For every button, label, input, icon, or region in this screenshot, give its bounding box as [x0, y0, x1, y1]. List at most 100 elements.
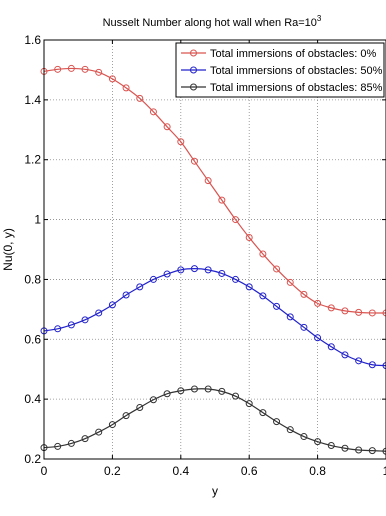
data-point	[204, 177, 212, 185]
data-point	[245, 234, 253, 242]
chart-title: Nusselt Number along hot wall when Ra=10…	[103, 14, 322, 29]
data-point	[95, 428, 103, 436]
x-axis-label: y	[212, 484, 218, 498]
data-point	[368, 361, 376, 369]
chart-title-main: Nusselt Number along hot wall when Ra=10	[103, 17, 317, 29]
data-point	[149, 108, 157, 116]
data-point	[149, 275, 157, 283]
data-point	[218, 269, 226, 277]
y-tick-label: 1	[34, 213, 41, 227]
data-point	[163, 123, 171, 131]
y-tick-label: 1.6	[24, 33, 41, 47]
data-point	[341, 307, 349, 315]
data-point	[314, 299, 322, 307]
data-point	[108, 75, 116, 83]
data-point	[368, 447, 376, 455]
y-tick-label: 0.4	[24, 392, 41, 406]
data-point	[259, 250, 267, 258]
data-point	[190, 265, 198, 273]
legend-item: Total immersions of obstacles: 0%	[181, 48, 377, 60]
ticks: 00.20.40.60.810.20.40.60.811.21.41.6	[24, 33, 386, 478]
grid	[44, 40, 386, 459]
x-tick-label: 0	[41, 464, 48, 478]
y-tick-label: 0.6	[24, 332, 41, 346]
data-point	[177, 266, 185, 274]
data-point	[341, 351, 349, 359]
data-point	[300, 323, 308, 331]
plot-frame	[43, 39, 386, 460]
data-point	[382, 447, 386, 455]
data-point	[81, 435, 89, 443]
legend-marker	[190, 66, 197, 74]
legend-marker	[190, 83, 197, 91]
series-layer	[40, 64, 386, 455]
x-tick-label: 1	[383, 464, 386, 478]
data-point	[286, 426, 294, 434]
data-point	[54, 65, 62, 73]
data-point	[327, 304, 335, 312]
data-point	[232, 392, 240, 400]
data-point	[122, 412, 130, 420]
data-point	[136, 404, 144, 412]
data-point	[204, 266, 212, 274]
x-tick-label: 0.2	[104, 464, 121, 478]
y-tick-label: 0.8	[24, 272, 41, 286]
legend-marker	[190, 49, 197, 57]
legend-label: Total immersions of obstacles: 0%	[210, 48, 377, 60]
data-point	[245, 283, 253, 291]
y-tick-label: 1.4	[24, 93, 41, 107]
y-tick-label: 1.2	[24, 153, 41, 167]
data-point	[218, 387, 226, 395]
data-point	[245, 400, 253, 408]
data-point	[122, 84, 130, 92]
x-tick-label: 0.4	[172, 464, 189, 478]
legend-item: Total immersions of obstacles: 85%	[181, 82, 383, 94]
data-point	[273, 302, 281, 310]
data-point	[218, 196, 226, 204]
data-point	[190, 385, 198, 393]
data-point	[273, 418, 281, 426]
data-point	[54, 325, 62, 333]
series-line	[43, 268, 386, 367]
data-point	[136, 94, 144, 102]
data-point	[232, 275, 240, 283]
data-point	[204, 385, 212, 393]
series-3	[40, 385, 386, 455]
data-point	[81, 65, 89, 73]
data-point	[286, 313, 294, 321]
legend-label: Total immersions of obstacles: 85%	[210, 82, 383, 94]
data-point	[327, 343, 335, 351]
data-point	[136, 283, 144, 291]
data-point	[259, 409, 267, 417]
x-tick-label: 0.6	[241, 464, 258, 478]
data-point	[67, 64, 75, 72]
data-point	[149, 396, 157, 404]
data-point	[108, 301, 116, 309]
data-point	[327, 442, 335, 450]
data-point	[355, 446, 363, 454]
series-line	[43, 67, 386, 314]
data-point	[95, 309, 103, 317]
legend: Total immersions of obstacles: 0% Total i…	[175, 42, 385, 98]
data-point	[273, 265, 281, 273]
legend-label: Total immersions of obstacles: 50%	[210, 65, 383, 77]
x-tick-label: 0.8	[309, 464, 326, 478]
data-point	[300, 433, 308, 441]
data-point	[314, 438, 322, 446]
data-point	[232, 216, 240, 224]
data-point	[382, 309, 386, 317]
data-point	[163, 390, 171, 398]
y-tick-label: 0.2	[24, 452, 41, 466]
data-point	[177, 387, 185, 395]
data-point	[122, 291, 130, 299]
data-point	[67, 439, 75, 447]
data-point	[368, 309, 376, 317]
data-point	[67, 321, 75, 329]
data-point	[314, 334, 322, 342]
series-1	[40, 64, 386, 317]
data-point	[54, 442, 62, 450]
series-line	[43, 388, 386, 452]
series-2	[40, 265, 386, 370]
data-point	[81, 316, 89, 324]
